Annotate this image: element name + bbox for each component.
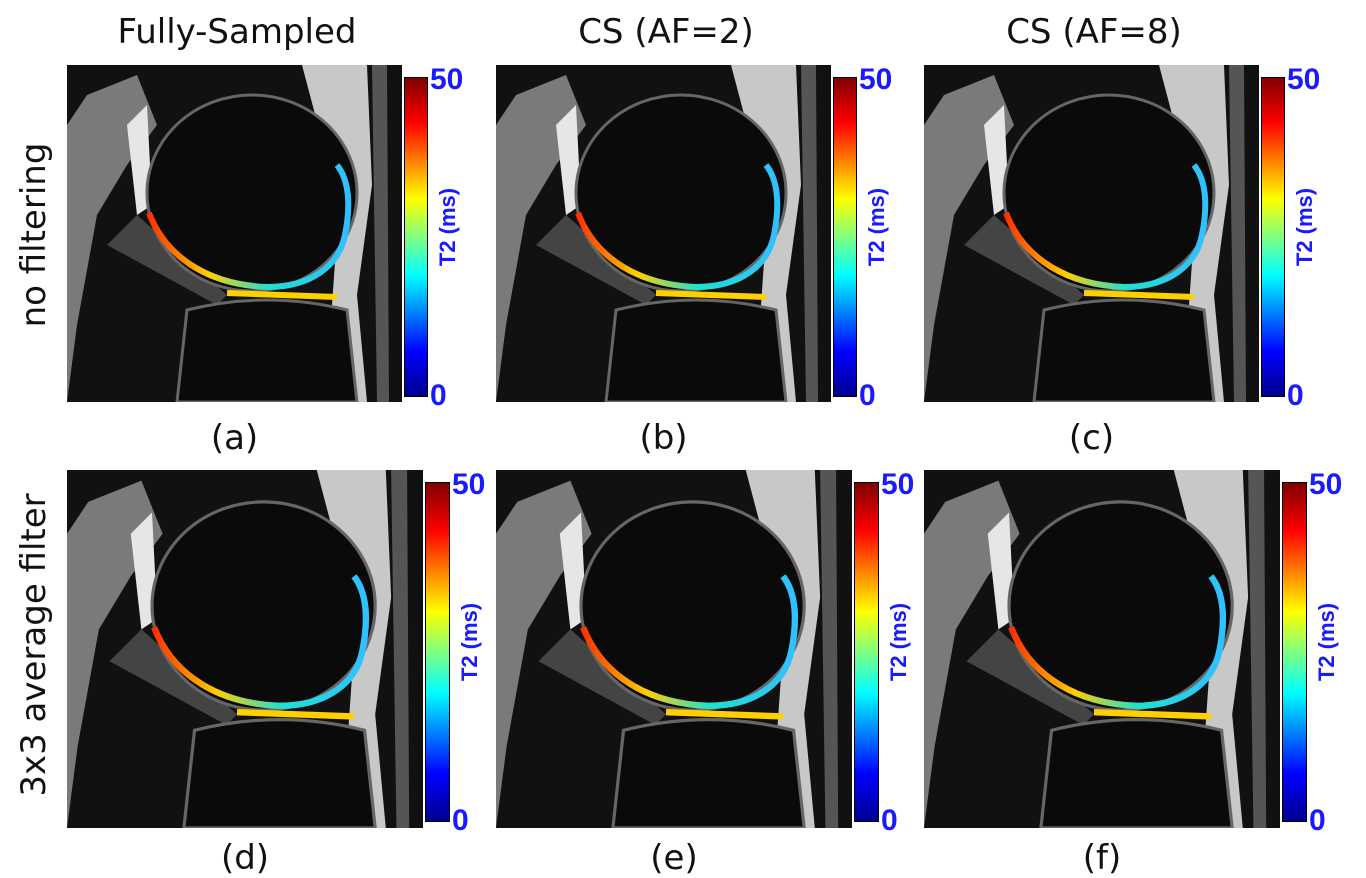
tissue (496, 75, 586, 402)
cartilage-map (580, 574, 799, 710)
tibia (175, 298, 359, 404)
colorbar-max: 50 (1287, 63, 1321, 96)
tissue (302, 65, 372, 402)
tissue (1173, 470, 1249, 828)
tibia (182, 718, 377, 830)
row-label: no filtering (14, 142, 54, 328)
tissue (745, 470, 821, 828)
tibia (1032, 298, 1216, 404)
cartilage-map (226, 290, 338, 300)
panel-label: (f) (1082, 838, 1122, 878)
colorbar-min: 0 (881, 804, 898, 837)
femur (1002, 93, 1216, 293)
colorbar-max: 50 (859, 63, 893, 96)
femur (579, 500, 806, 712)
tissue (1159, 65, 1229, 402)
panel-image (67, 470, 423, 830)
colorbar-min: 0 (452, 804, 469, 837)
column-title: Fully-Sampled (117, 12, 357, 52)
tissue (538, 629, 667, 725)
femur (574, 93, 788, 293)
cartilage-map (655, 290, 767, 300)
tissue (1248, 470, 1267, 828)
panel-label: (c) (1068, 418, 1115, 458)
panel-image (924, 65, 1259, 404)
cartilage-map (1003, 163, 1209, 291)
colorbar-title: T2 (ms) (457, 602, 482, 681)
panel-image (924, 470, 1280, 830)
cartilage-map (575, 163, 781, 291)
cartilage-map (1083, 290, 1195, 300)
cartilage-map (1008, 574, 1227, 710)
colorbar (833, 77, 857, 397)
panel-label: (e) (650, 838, 698, 878)
cartilage-map (1093, 709, 1212, 720)
tissue (1229, 65, 1246, 402)
tissue (820, 470, 839, 828)
tissue (801, 65, 818, 402)
colorbar (854, 482, 879, 822)
cartilage-map (146, 163, 352, 291)
colorbar-max: 50 (1309, 468, 1343, 501)
colorbar-title: T2 (ms) (1314, 602, 1339, 681)
colorbar (1282, 482, 1307, 822)
mri-image (924, 65, 1259, 404)
colorbar (425, 482, 450, 822)
mri-image (67, 65, 402, 404)
colorbar-title: T2 (ms) (1292, 188, 1317, 267)
tissue (924, 480, 1020, 828)
colorbar-min: 0 (1309, 804, 1326, 837)
tissue (67, 75, 157, 402)
colorbar-max: 50 (881, 468, 915, 501)
tissue (731, 65, 801, 402)
femur (150, 500, 377, 712)
tissue (924, 75, 1014, 402)
cartilage-map (151, 574, 370, 710)
panel-image (496, 470, 852, 830)
tissue (964, 215, 1084, 305)
mri-image (496, 470, 852, 830)
colorbar-min: 0 (1287, 379, 1304, 412)
colorbar (1261, 77, 1285, 397)
row-label: 3x3 average filter (14, 493, 54, 797)
colorbar-title: T2 (ms) (886, 602, 911, 681)
tissue (372, 65, 389, 402)
femur (1007, 500, 1234, 712)
tibia (604, 298, 788, 404)
femur (145, 93, 359, 293)
colorbar-max: 50 (430, 63, 464, 96)
tibia (1039, 718, 1234, 830)
panel-label: (a) (210, 418, 259, 458)
mri-image (496, 65, 831, 404)
column-title: CS (AF=2) (578, 12, 754, 52)
tissue (536, 215, 656, 305)
mri-image (924, 470, 1280, 830)
tissue (109, 629, 238, 725)
panel-image (496, 65, 831, 404)
colorbar-max: 50 (452, 468, 486, 501)
cartilage-map (236, 709, 355, 720)
panel-label: (d) (220, 838, 270, 878)
colorbar-title: T2 (ms) (435, 188, 460, 267)
panel-label: (b) (639, 418, 688, 458)
colorbar-min: 0 (430, 379, 447, 412)
cartilage-map (665, 709, 784, 720)
panel-image (67, 65, 402, 404)
tissue (316, 470, 392, 828)
colorbar-min: 0 (859, 379, 876, 412)
column-title: CS (AF=8) (1006, 12, 1182, 52)
tissue (496, 480, 592, 828)
mri-image (67, 470, 423, 830)
colorbar-title: T2 (ms) (864, 188, 889, 267)
tissue (966, 629, 1095, 725)
colorbar (404, 77, 428, 397)
tissue (67, 480, 163, 828)
tissue (391, 470, 410, 828)
tibia (611, 718, 806, 830)
tissue (107, 215, 227, 305)
